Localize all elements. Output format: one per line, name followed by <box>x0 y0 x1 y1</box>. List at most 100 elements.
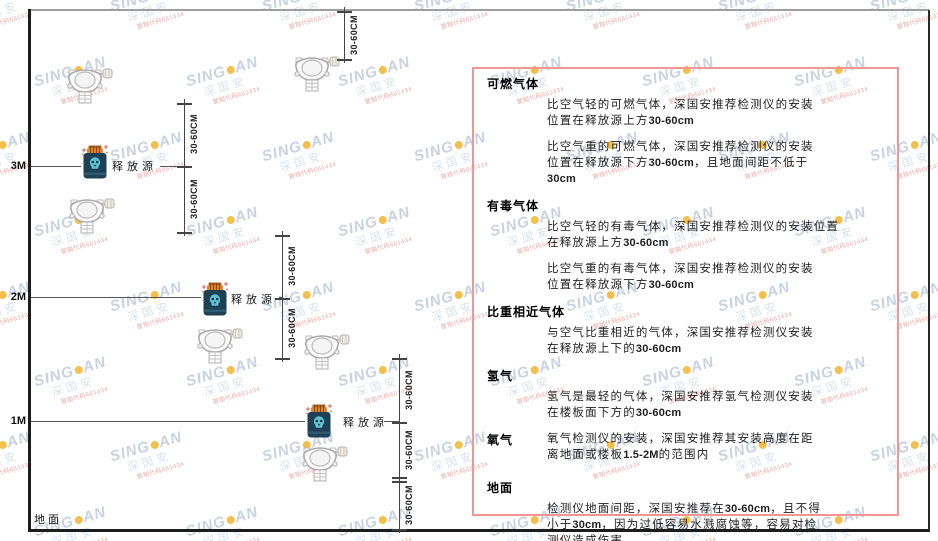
panel-content: 可燃气体 比空气轻的可燃气体，深国安推荐检测仪的安装 位置在释放源上方30-60cm… <box>474 69 897 541</box>
panel-paragraph: 氧气检测仪的安装，深国安推荐其安装高度在距 离地面或楼板1.5-2M的范围内 <box>547 431 885 463</box>
gas-detector-icon <box>301 442 348 486</box>
panel-section-heading: 地面 <box>487 481 514 495</box>
panel-section: 地面检测仪地面间距，深国安推荐在30-60cm，且不得 小于30cm，因为过低容易… <box>487 479 885 541</box>
left-wall-line <box>28 9 31 531</box>
panel-paragraph: 比空气重的有毒气体，深国安推荐检测仪的安装 位置在释放源下方30-60cm <box>547 261 885 293</box>
gas-detector-glyph <box>302 446 348 482</box>
panel-paragraph-line: 在释放源上方30-60cm <box>547 237 669 249</box>
source-connector-line <box>160 166 179 167</box>
source-connector-line <box>384 421 400 422</box>
height-marker-line <box>31 166 81 167</box>
gas-detector-icon <box>293 52 340 96</box>
dimension-tick <box>177 103 192 105</box>
gas-detector-icon <box>303 330 350 374</box>
panel-paragraph-line: 30cm <box>547 173 576 185</box>
panel-paragraph-line: 比空气重的有毒气体，深国安推荐检测仪的安装 <box>547 263 814 275</box>
panel-paragraph: 比空气重的可燃气体，深国安推荐检测仪的安装 位置在释放源下方30-60cm，且地面… <box>547 139 885 187</box>
panel-paragraph-line: 位置在释放源下方30-60cm <box>547 279 695 291</box>
dimension-line <box>282 231 283 362</box>
panel-section-heading: 氧气 <box>487 433 514 447</box>
dimension-tick <box>275 358 290 360</box>
panel-paragraph-line: 在释放源上下的30-60cm <box>547 343 682 355</box>
panel-paragraph: 比空气轻的有毒气体，深国安推荐检测仪的安装位置 在释放源上方30-60cm <box>547 219 885 251</box>
panel-section: 可燃气体 比空气轻的可燃气体，深国安推荐检测仪的安装 位置在释放源上方30-60cm… <box>487 75 885 187</box>
release-source-label: 释放源 <box>343 417 388 429</box>
panel-section: 氢气氢气是最轻的气体，深国安推荐氢气检测仪安装 在楼板面下方的30-60cm <box>487 367 885 421</box>
source-connector-line <box>279 297 283 298</box>
panel-paragraph-line: 测仪造成伤害 <box>547 535 624 541</box>
ground-label: 地面 <box>34 514 62 526</box>
dimension-label: 30-60CM <box>189 114 199 154</box>
dimension-tick <box>177 232 192 234</box>
panel-paragraph: 检测仪地面间距，深国安推荐在30-60cm，且不得 小于30cm，因为过低容易水溅… <box>547 501 885 541</box>
panel-section: 氧气 氧气检测仪的安装，深国安推荐其安装高度在距 离地面或楼板1.5-2M的范围内 <box>487 431 885 463</box>
panel-section: 有毒气体 比空气轻的有毒气体，深国安推荐检测仪的安装位置 在释放源上方30-60cm… <box>487 197 885 293</box>
release-source-glyph <box>202 282 228 316</box>
dimension-tick <box>275 235 290 237</box>
panel-paragraph-line: 氢气是最轻的气体，深国安推荐氢气检测仪安装 <box>547 391 814 403</box>
dimension-tick <box>337 11 352 13</box>
height-marker-label: 3M <box>10 160 26 172</box>
release-source-icon <box>306 404 332 438</box>
ceiling-line <box>29 9 929 11</box>
panel-paragraph-line: 离地面或楼板1.5-2M的范围内 <box>547 449 710 461</box>
dimension-label: 30-60CM <box>287 246 297 286</box>
panel-section-heading: 可燃气体 <box>487 77 540 91</box>
release-source-icon <box>202 282 228 316</box>
dimension-label: 30-60CM <box>189 179 199 219</box>
dimension-line <box>184 99 185 236</box>
gas-detector-glyph <box>69 198 115 234</box>
dimension-line <box>399 354 400 533</box>
panel-paragraph: 比空气轻的可燃气体，深国安推荐检测仪的安装 位置在释放源上方30-60cm <box>547 97 885 129</box>
panel-section: 比重相近气体与空气比重相近的气体，深国安推荐检测仪安装 在释放源上下的30-60c… <box>487 303 885 357</box>
panel-paragraph-line: 位置在释放源下方30-60cm，且地面间距不低于 <box>547 157 809 169</box>
dimension-tick <box>392 529 407 531</box>
panel-paragraph-line: 比空气轻的有毒气体，深国安推荐检测仪的安装位置 <box>547 221 840 233</box>
dimension-label: 30-60CM <box>349 15 359 55</box>
panel-paragraph-line: 检测仪地面间距，深国安推荐在30-60cm，且不得 <box>547 503 822 515</box>
ground-line <box>28 529 930 532</box>
panel-paragraph-line: 比空气重的可燃气体，深国安推荐检测仪的安装 <box>547 141 814 153</box>
panel-section-heading: 氢气 <box>487 369 514 383</box>
panel-paragraph-line: 氧气检测仪的安装，深国安推荐其安装高度在距 <box>547 433 814 445</box>
panel-paragraph-line: 位置在释放源上方30-60cm <box>547 115 695 127</box>
panel-paragraph-line: 与空气比重相近的气体，深国安推荐检测仪安装 <box>547 327 814 339</box>
gas-detector-glyph <box>197 328 243 364</box>
height-marker-line <box>31 297 201 298</box>
gas-detector-glyph <box>294 56 340 92</box>
release-source-glyph <box>82 145 108 179</box>
dimension-label: 30-60CM <box>287 308 297 348</box>
panel-paragraph-line: 在楼板面下方的30-60cm <box>547 407 682 419</box>
gas-detector-glyph <box>67 68 113 104</box>
dimension-label: 30-60CM <box>404 485 414 525</box>
release-source-label: 释放源 <box>112 161 157 173</box>
gas-detector-icon <box>196 324 243 368</box>
dimension-tick <box>275 298 290 300</box>
info-panel: 可燃气体 比空气轻的可燃气体，深国安推荐检测仪的安装 位置在释放源上方30-60cm… <box>472 67 899 541</box>
dimension-tick <box>392 422 407 424</box>
sparkles <box>306 404 332 415</box>
gas-detector-icon <box>68 194 115 238</box>
panel-section-heading: 有毒气体 <box>487 199 540 213</box>
release-source-glyph <box>306 404 332 438</box>
dimension-tick <box>392 358 407 360</box>
dimension-tick <box>392 481 407 483</box>
height-marker-label: 1M <box>10 415 26 427</box>
height-marker-line <box>31 421 305 422</box>
panel-section-heading: 比重相近气体 <box>487 305 566 319</box>
panel-paragraph-line: 比空气轻的可燃气体，深国安推荐检测仪的安装 <box>547 99 814 111</box>
dimension-tick <box>392 477 407 479</box>
dimension-tick <box>337 59 352 61</box>
panel-paragraph: 氢气是最轻的气体，深国安推荐氢气检测仪安装 在楼板面下方的30-60cm <box>547 389 885 421</box>
height-marker-label: 2M <box>10 291 26 303</box>
panel-paragraph-line: 小于30cm，因为过低容易水溅腐蚀等，容易对检 <box>547 519 818 531</box>
dimension-line <box>344 7 345 63</box>
release-source-icon <box>82 145 108 179</box>
gas-detector-glyph <box>304 334 350 370</box>
gas-detector-icon <box>66 64 113 108</box>
dimension-tick <box>177 166 192 168</box>
right-border-line <box>928 10 930 530</box>
sparkles <box>82 145 108 156</box>
